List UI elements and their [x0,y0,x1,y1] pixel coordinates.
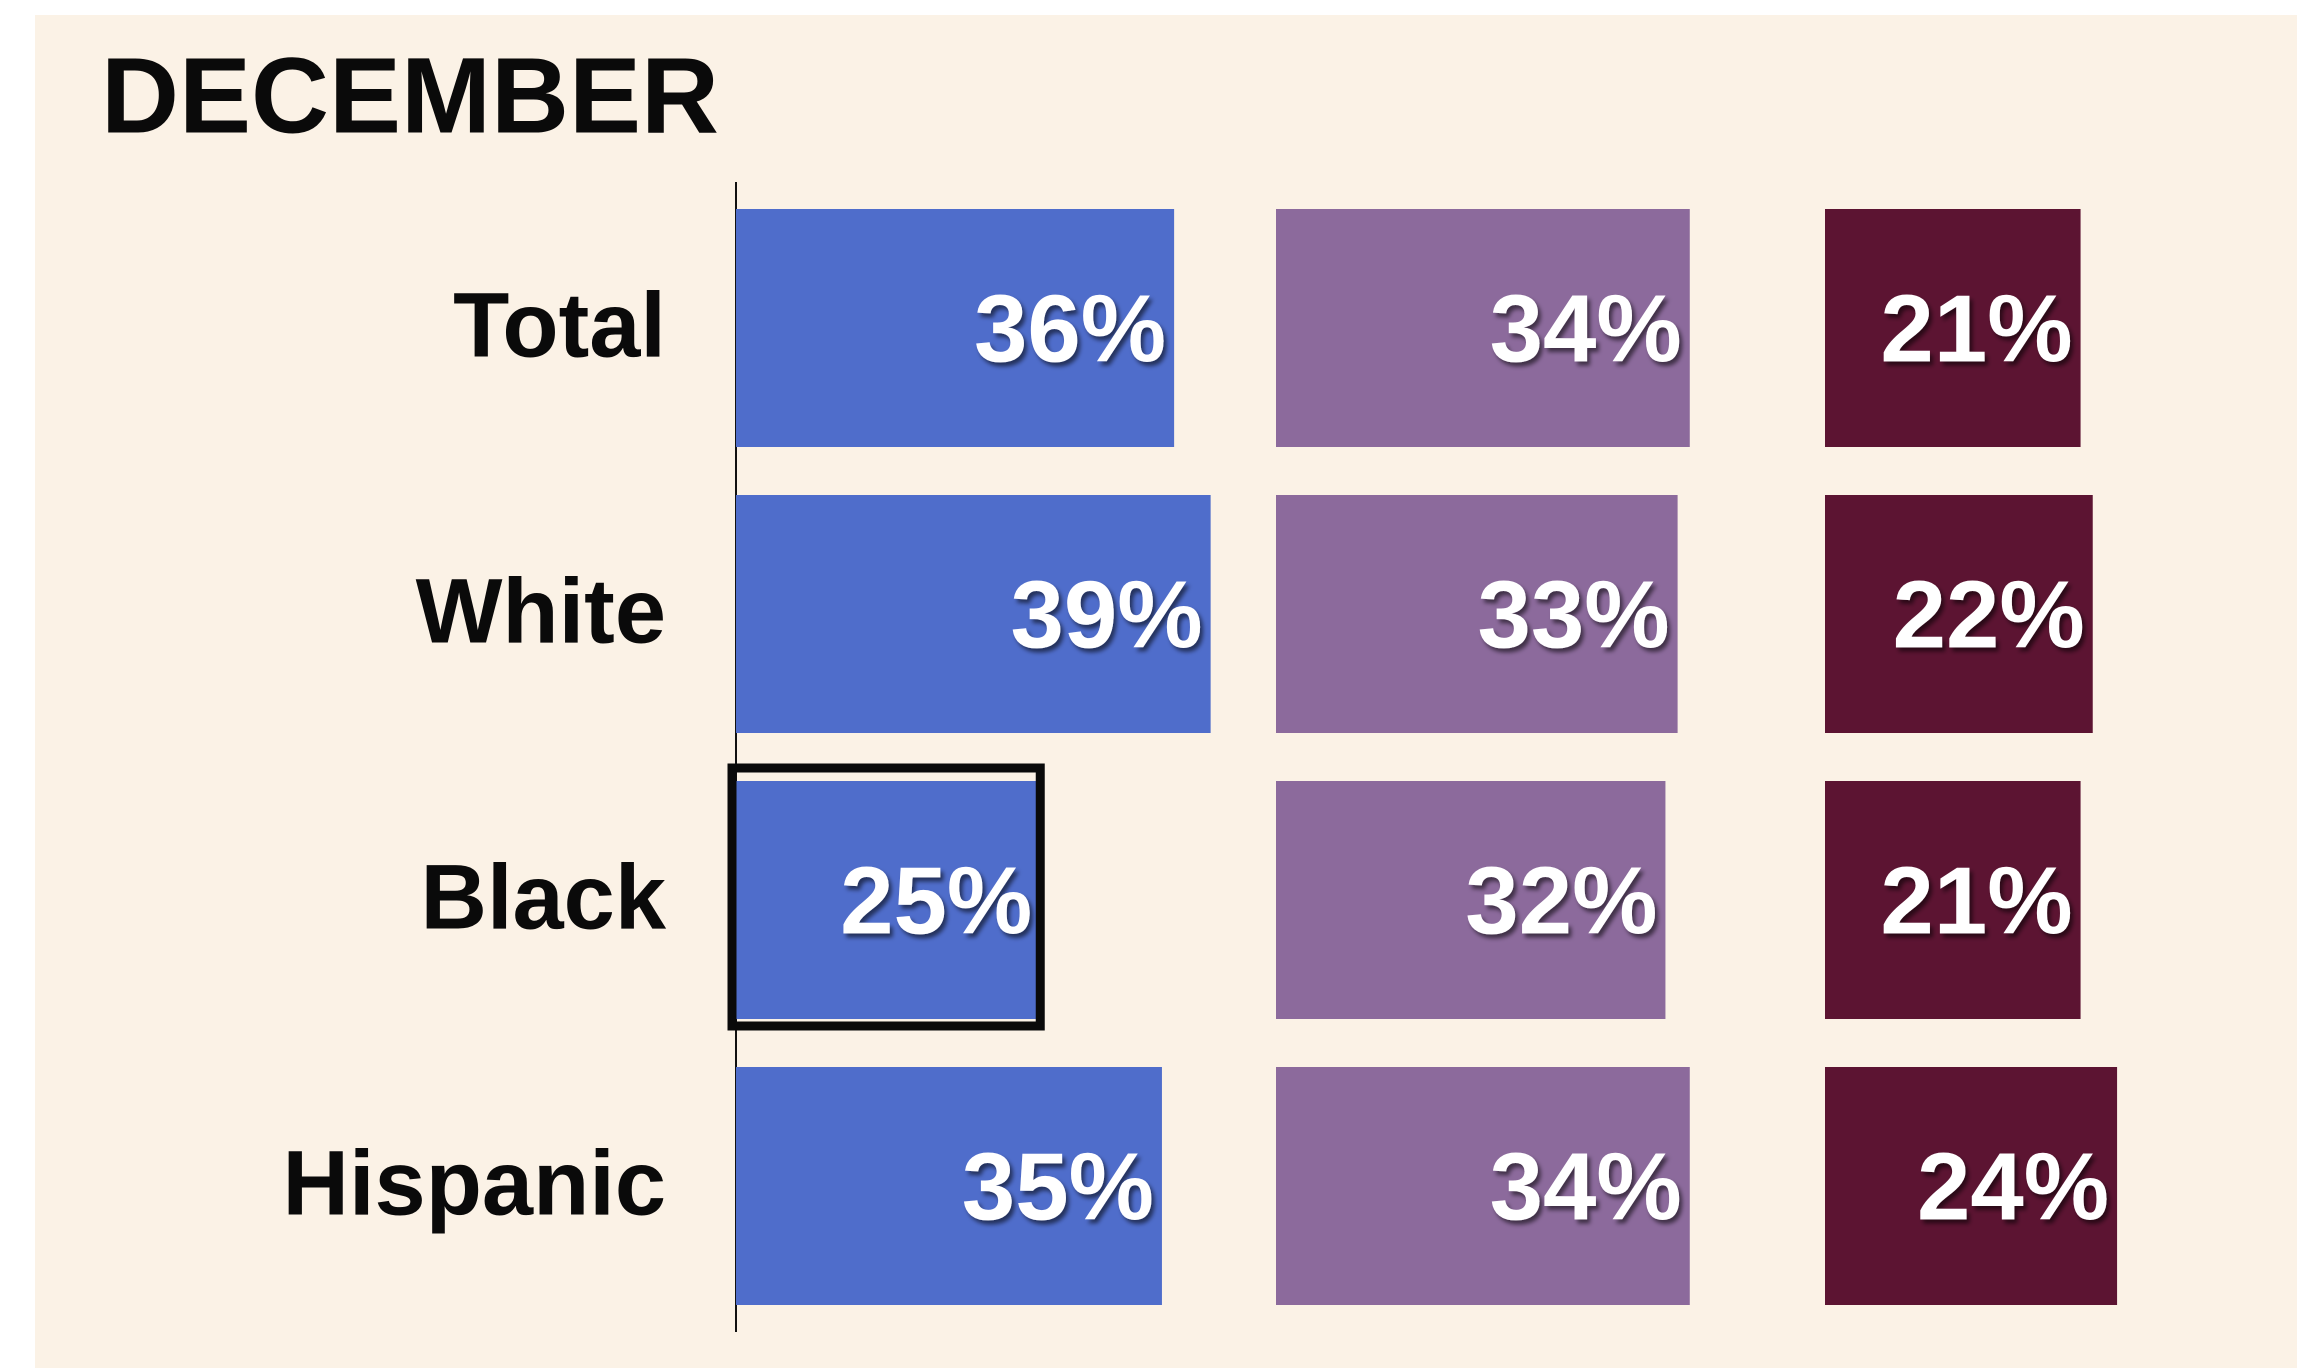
value-label: 36% [974,275,1166,382]
chart-title: DECEMBER [101,35,719,156]
bar [1276,781,1666,1019]
bar [1276,1067,1690,1305]
value-label: 33% [1477,561,1669,668]
highlight-box [727,763,1045,1031]
category-label: Total [453,274,666,376]
bar [1825,495,2093,733]
category-label: White [416,560,666,662]
bar [736,781,1041,1019]
value-label: 34% [1490,275,1682,382]
value-label: 35% [962,1133,1154,1240]
value-label: 39% [1010,561,1202,668]
bar [1276,209,1690,447]
value-label: 34% [1490,1133,1682,1240]
bar [736,1067,1162,1305]
category-label: Black [421,846,667,948]
value-label: 22% [1893,561,2085,668]
value-label: 21% [1880,275,2072,382]
bar [736,495,1211,733]
bar [1825,209,2081,447]
category-label: Hispanic [283,1132,666,1234]
value-label: 24% [1917,1133,2109,1240]
value-label: 25% [840,847,1032,954]
bar [1825,781,2081,1019]
bar [1825,1067,2118,1305]
value-label: 21% [1880,847,2072,954]
bar [736,209,1175,447]
bar [1276,495,1678,733]
value-label: 32% [1465,847,1657,954]
